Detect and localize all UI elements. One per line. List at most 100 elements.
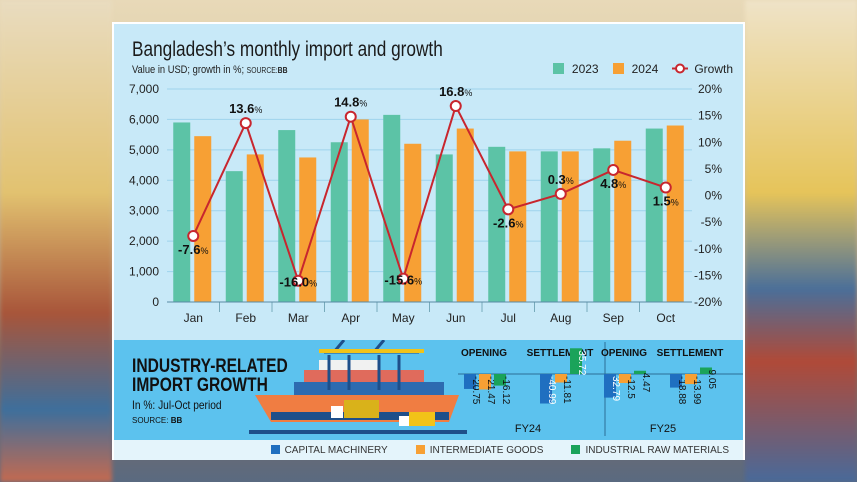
y-tick-label: 6,000 [129, 112, 159, 126]
y2-tick-label: -20% [694, 295, 722, 309]
y-tick-label: 5,000 [129, 143, 159, 157]
y2-tick-label: 0% [705, 189, 723, 203]
monthly-import-chart: 0 1,000 2,000 3,000 4,000 5,000 6,000 7,000 -20%… [129, 82, 723, 325]
x-tick-label: May [392, 311, 415, 325]
section-source-value: BB [170, 416, 183, 425]
growth-label: 4.8% [600, 176, 626, 191]
growth-line [192, 103, 667, 284]
bar-value-label: -40.99 [546, 376, 557, 405]
growth-point [502, 203, 515, 216]
growth-point [344, 110, 357, 123]
growth-value: -16.0 [279, 275, 309, 290]
growth-value: 4.8 [600, 176, 618, 191]
x-tick-label: Apr [341, 311, 360, 325]
source-value: BB [277, 66, 288, 75]
y2-tick-label: 20% [698, 82, 722, 96]
bar-2024 [614, 140, 632, 302]
source-label: SOURCE: [246, 66, 278, 75]
bar-2023 [435, 154, 453, 302]
bar-value-label: -12.5 [625, 376, 636, 399]
growth-point [239, 117, 252, 130]
infographic-panel: Bangladesh’s monthly import and growth V… [112, 22, 745, 460]
x-tick-label: Jun [446, 311, 465, 325]
x-tick-label: Feb [235, 311, 256, 325]
x-tick-label: Mar [288, 311, 309, 325]
percent-sign: % [671, 198, 679, 208]
y-tick-label: 2,000 [129, 234, 159, 248]
industry-import-section: INDUSTRY-RELATED IMPORT GROWTH In %: Jul-… [114, 340, 743, 440]
group-bar [670, 374, 682, 388]
group-bar [700, 367, 712, 374]
bar-2023 [225, 171, 243, 302]
group-bar [634, 370, 646, 374]
growth-label: 14.8% [334, 95, 367, 110]
percent-sign: % [566, 176, 574, 186]
legend-label-intermediate: INTERMEDIATE GOODS [429, 444, 544, 456]
bar-2023 [488, 146, 506, 302]
growth-value: -15.6 [384, 273, 414, 288]
group-bar [619, 374, 631, 383]
growth-point [397, 272, 410, 285]
group-label: OPENING [461, 348, 507, 359]
percent-sign: % [515, 219, 523, 229]
y2-tick-label: -5% [701, 215, 723, 229]
growth-value: 16.8 [439, 84, 464, 99]
growth-label: 16.8% [439, 84, 472, 99]
bar-2023 [593, 148, 611, 302]
fy-label: FY24 [515, 423, 541, 435]
legend-swatch-2024 [612, 63, 624, 74]
legend-label-growth: Growth [694, 62, 733, 76]
legend-2024: 2024 [612, 62, 659, 76]
bar-value-label: 35.72 [576, 350, 587, 375]
percent-sign: % [200, 246, 208, 256]
y2-tick-label: 15% [698, 109, 722, 123]
x-tick-label: Aug [550, 311, 571, 325]
legend-label-2023: 2023 [571, 62, 599, 76]
bar-2024 [194, 136, 212, 302]
growth-value: 1.5 [653, 194, 671, 209]
bar-value-label: -11.81 [561, 376, 572, 404]
legend-industrial-raw-materials: INDUSTRIAL RAW MATERIALS [571, 444, 729, 456]
y-tick-label: 0 [152, 295, 159, 309]
background-port-left [0, 0, 112, 482]
y2-tick-label: -15% [694, 268, 722, 282]
percent-sign: % [464, 88, 472, 98]
group-bar [604, 374, 616, 398]
growth-value: 0.3 [548, 172, 566, 187]
growth-point [554, 187, 567, 200]
group-bar [685, 374, 697, 385]
bar-value-label: 9.05 [706, 369, 717, 389]
industry-legend: CAPITAL MACHINERY INTERMEDIATE GOODS IND… [114, 440, 743, 460]
x-tick-label: Jan [184, 311, 203, 325]
percent-sign: % [618, 180, 626, 190]
group-bar [479, 374, 491, 390]
bar-2024 [561, 151, 579, 302]
legend-intermediate-goods: INTERMEDIATE GOODS [415, 444, 544, 456]
y-tick-label: 7,000 [129, 82, 159, 96]
bar-value-label: -13.99 [691, 376, 702, 405]
bar-2024 [666, 125, 684, 302]
growth-value: 14.8 [334, 95, 359, 110]
group-label: SETTLEMENT [527, 348, 594, 359]
growth-label: 0.3% [548, 172, 574, 187]
fy-label: FY25 [650, 423, 676, 435]
growth-point [607, 163, 620, 176]
bar-value-label: -20.75 [470, 376, 481, 405]
x-tick-label: Oct [656, 311, 675, 325]
y2-tick-label: 10% [698, 135, 722, 149]
legend-growth: Growth [672, 62, 733, 76]
bar-2023 [540, 151, 558, 302]
y2-tick-label: 5% [705, 162, 723, 176]
legend-capital-machinery: CAPITAL MACHINERY [270, 444, 388, 456]
legend-swatch-2023 [552, 63, 564, 74]
subtitle-text: Value in USD; growth in %; [132, 64, 245, 76]
growth-point [449, 100, 462, 113]
growth-value: 13.6 [229, 101, 254, 116]
x-tick-label: Sep [603, 311, 625, 325]
legend-swatch-raw [571, 444, 581, 454]
legend-label-raw: INDUSTRIAL RAW MATERIALS [585, 444, 729, 456]
growth-label: -16.0% [279, 275, 317, 290]
legend-label-2024: 2024 [631, 62, 659, 76]
percent-sign: % [414, 277, 422, 287]
bar-2023 [645, 128, 663, 302]
